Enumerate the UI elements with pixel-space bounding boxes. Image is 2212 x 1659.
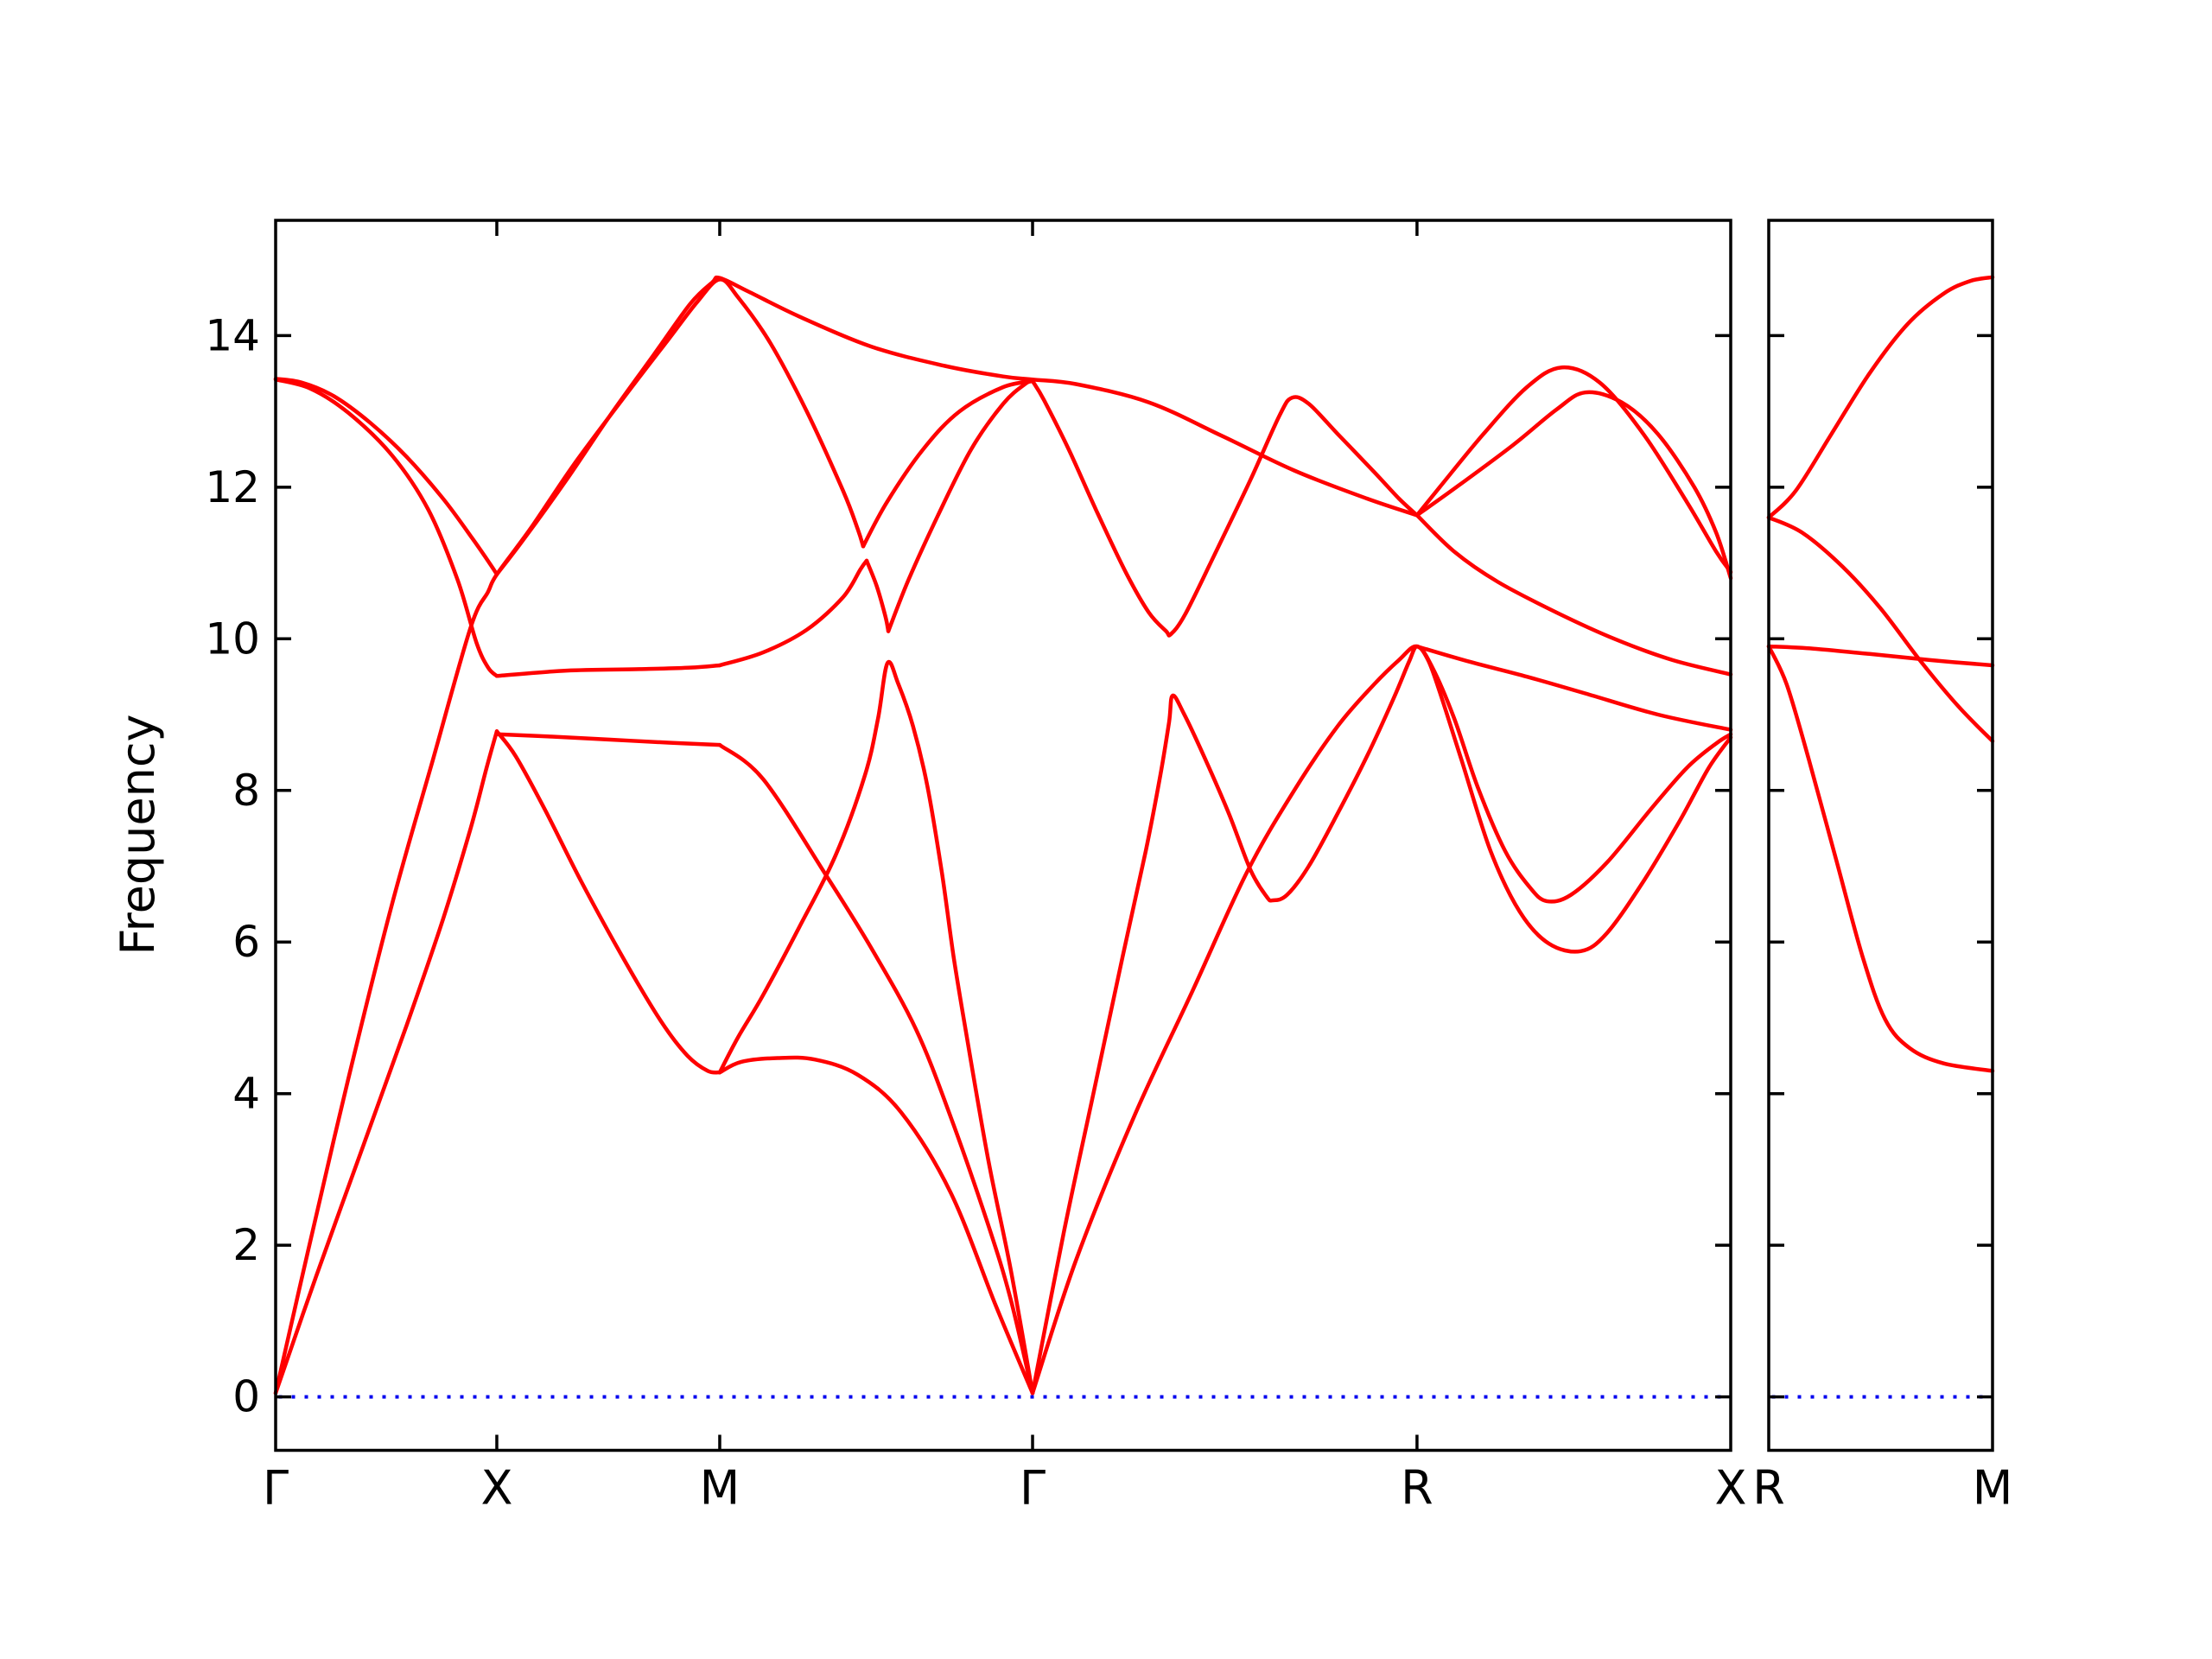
phonon-band-curve (886, 378, 1035, 633)
phonon-band-curve (717, 558, 869, 668)
x-tick-label: Γ (263, 1461, 289, 1516)
y-tick-label: 10 (205, 613, 260, 664)
phonon-band-curve (1414, 365, 1733, 575)
phonon-band-curve (273, 277, 866, 1395)
x-tick-label: Γ (1020, 1461, 1046, 1516)
phonon-band-curve (717, 1055, 1035, 1395)
phonon-band-curve (273, 377, 499, 678)
x-tick-label: M (700, 1461, 741, 1516)
x-tick-label: M (1973, 1461, 2013, 1516)
phonon-band-curve (1414, 513, 1733, 677)
phonon-band-curve (494, 663, 722, 678)
x-tick-label: R (1401, 1461, 1433, 1516)
phonon-band-curve (861, 378, 1035, 549)
plot-frame (274, 219, 1732, 1452)
y-tick-label: 2 (232, 1220, 260, 1270)
y-tick-label: 8 (232, 766, 260, 816)
y-axis-title: Frequency (111, 715, 165, 956)
y-tick-label: 12 (205, 462, 260, 512)
x-tick-label: X (1715, 1461, 1747, 1516)
x-tick-label: X (480, 1461, 512, 1516)
phonon-band-curve (1030, 644, 1733, 1395)
phonon-band-curve (494, 732, 722, 747)
phonon-band-curve (273, 729, 499, 1395)
y-tick-label: 6 (232, 917, 260, 967)
panel-Γ-X-M-Γ-R-X: 0 2 4 6 8 10 12 14 Γ X M Γ R X (205, 219, 1747, 1516)
phonon-band-curve (717, 659, 1035, 1395)
x-tick-label: R (1752, 1461, 1785, 1516)
phonon-band-curve (1414, 644, 1733, 732)
y-tick-label: 0 (232, 1372, 260, 1422)
phonon-band-curve (1766, 644, 1995, 1073)
phonon-band-curve (273, 377, 499, 576)
phonon-band-curve (1766, 275, 1995, 520)
phonon-band-curve (864, 558, 891, 633)
y-tick-label: 14 (205, 310, 260, 360)
phonon-band-curve (494, 275, 1420, 576)
phonon-band-curve (494, 729, 722, 1075)
phonon-band-curve (1766, 644, 1995, 668)
phonon-band-curve (1414, 390, 1733, 581)
phonon-band-curve (1030, 644, 1733, 1395)
phonon-band-curve (1030, 378, 1420, 638)
phonon-band-curve (1766, 515, 1995, 743)
plot-frame (1767, 219, 1994, 1452)
phonon-band-curve (717, 742, 1035, 1395)
y-tick-label: 4 (232, 1069, 260, 1119)
